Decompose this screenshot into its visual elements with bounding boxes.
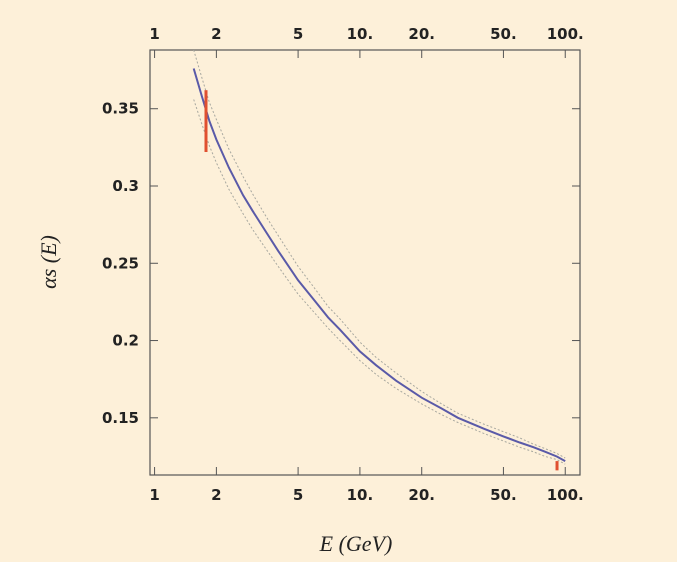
x-tick-label-top: 20.	[408, 25, 435, 43]
y-tick-label: 0.15	[102, 409, 139, 427]
lower-band-curve	[193, 99, 566, 465]
central-curve	[192, 68, 566, 462]
x-tick-label-top: 100.	[547, 25, 584, 43]
x-tick-label-top: 2	[211, 25, 221, 43]
x-tick-label-bottom: 2	[211, 486, 221, 504]
plot-frame	[149, 49, 581, 476]
y-tick-label: 0.3	[112, 177, 139, 195]
x-tick-label-top: 5	[293, 25, 303, 43]
x-axis-title: E (GeV)	[319, 531, 393, 556]
x-tick-label-top: 10.	[347, 25, 374, 43]
y-tick-label: 0.2	[112, 332, 139, 350]
x-tick-label-bottom: 1	[149, 486, 159, 504]
ticks-layer: 1 1 2 2 5 5 10. 10. 20. 20. 50. 50. 100. 100. 0.15 0.2 0…	[102, 25, 584, 504]
upper-band-curve	[193, 49, 566, 459]
y-tick-label: 0.35	[102, 100, 139, 118]
series-layer	[192, 49, 566, 465]
x-tick-label-bottom: 100.	[547, 486, 584, 504]
x-tick-label-bottom: 50.	[490, 486, 517, 504]
x-tick-label-top: 50.	[490, 25, 517, 43]
y-tick-label: 0.25	[102, 254, 139, 272]
x-tick-label-bottom: 10.	[347, 486, 374, 504]
x-tick-label-bottom: 20.	[408, 486, 435, 504]
x-tick-label-bottom: 5	[293, 486, 303, 504]
y-axis-title: αs (E)	[36, 235, 61, 289]
x-tick-label-top: 1	[149, 25, 159, 43]
error-bars-layer	[204, 90, 559, 471]
